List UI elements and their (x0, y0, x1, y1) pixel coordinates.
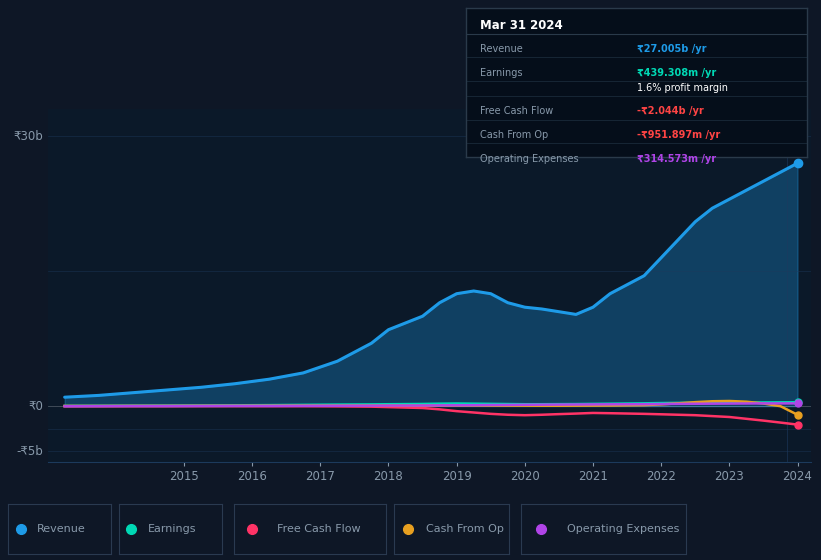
Text: ₹0: ₹0 (29, 400, 44, 413)
Text: Free Cash Flow: Free Cash Flow (480, 106, 553, 116)
Text: -₹2.044b /yr: -₹2.044b /yr (637, 106, 704, 116)
Text: Revenue: Revenue (480, 44, 523, 54)
Text: Cash From Op: Cash From Op (480, 130, 548, 140)
Text: ₹439.308m /yr: ₹439.308m /yr (637, 68, 716, 78)
Text: Earnings: Earnings (148, 524, 196, 534)
Text: ₹30b: ₹30b (14, 130, 44, 143)
Text: -₹5b: -₹5b (16, 445, 44, 458)
Text: Revenue: Revenue (37, 524, 85, 534)
Text: -₹951.897m /yr: -₹951.897m /yr (637, 130, 720, 140)
Text: Mar 31 2024: Mar 31 2024 (480, 19, 562, 32)
Text: Free Cash Flow: Free Cash Flow (277, 524, 360, 534)
Text: Operating Expenses: Operating Expenses (567, 524, 680, 534)
Text: Cash From Op: Cash From Op (426, 524, 504, 534)
Text: Operating Expenses: Operating Expenses (480, 154, 579, 164)
Text: ₹27.005b /yr: ₹27.005b /yr (637, 44, 706, 54)
Text: Earnings: Earnings (480, 68, 522, 78)
Text: ₹314.573m /yr: ₹314.573m /yr (637, 154, 716, 164)
Text: 1.6% profit margin: 1.6% profit margin (637, 83, 727, 92)
